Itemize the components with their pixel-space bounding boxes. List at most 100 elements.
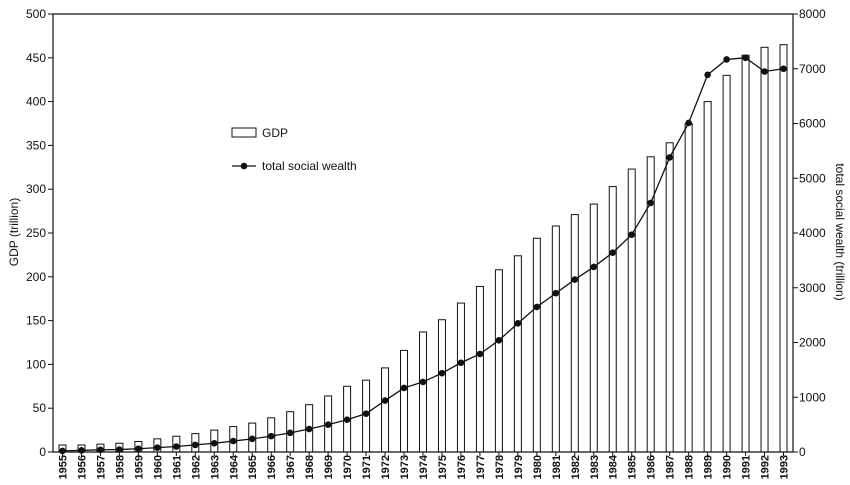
y-tick-label-left: 500 — [26, 7, 46, 21]
gdp-bar — [437, 319, 446, 453]
gdp-bar — [665, 142, 674, 453]
x-tick-label: 1979 — [513, 455, 525, 479]
x-tick-label: 1978 — [494, 455, 506, 479]
gdp-bar — [779, 44, 788, 453]
wealth-point — [552, 289, 560, 297]
x-tick-label: 1974 — [418, 454, 430, 479]
x-tick-label: 1980 — [532, 455, 544, 479]
wealth-point — [457, 359, 465, 367]
wealth-point — [628, 231, 636, 238]
legend-gdp-label: GDP — [262, 126, 288, 140]
wealth-point — [154, 444, 161, 451]
gdp-bar — [589, 203, 598, 453]
y-tick-label-right: 6000 — [799, 117, 826, 131]
y-tick-label-right: 0 — [799, 445, 806, 459]
axes: 0501001502002503003504004505000100020003… — [26, 7, 826, 479]
gdp-bar — [475, 285, 484, 453]
wealth-point — [438, 369, 446, 377]
y-axis-label-right: total social wealth (trillion) — [833, 163, 847, 300]
x-tick-label: 1972 — [380, 455, 392, 479]
wealth-point — [514, 320, 522, 327]
x-tick-label: 1969 — [323, 455, 335, 479]
x-tick-label: 1961 — [171, 455, 183, 479]
wealth-point — [305, 425, 313, 433]
x-tick-label: 1976 — [456, 455, 468, 479]
wealth-point — [362, 410, 370, 417]
wealth-point — [229, 437, 237, 445]
wealth-point — [324, 421, 332, 428]
wealth-point — [116, 446, 123, 453]
wealth-point — [723, 56, 730, 63]
y-tick-label-left: 350 — [26, 138, 46, 152]
gdp-bar — [684, 123, 693, 453]
y-axis-label-left: GDP (trillion) — [7, 198, 21, 266]
gdp-bar — [760, 46, 769, 453]
wealth-point — [761, 68, 768, 75]
x-tick-label: 1957 — [95, 455, 107, 479]
x-tick-label: 1959 — [133, 455, 145, 479]
x-tick-label: 1990 — [722, 455, 734, 479]
wealth-point — [533, 303, 541, 311]
x-tick-label: 1956 — [76, 455, 88, 479]
wealth-point — [476, 350, 484, 358]
gdp-bar — [419, 331, 427, 453]
y-tick-label-left: 200 — [26, 270, 46, 284]
y-tick-label-right: 7000 — [799, 62, 826, 76]
x-tick-label: 1993 — [779, 455, 791, 479]
wealth-point — [647, 199, 654, 207]
wealth-point — [248, 435, 256, 443]
legend-gdp-swatch — [231, 127, 257, 138]
x-tick-label: 1988 — [684, 455, 696, 479]
wealth-point — [666, 154, 673, 161]
x-tick-label: 1975 — [437, 455, 449, 479]
x-tick-label: 1992 — [760, 455, 772, 479]
wealth-point — [343, 416, 351, 423]
wealth-point — [286, 429, 294, 437]
x-tick-label: 1987 — [665, 455, 677, 479]
x-tick-label: 1981 — [551, 455, 563, 479]
x-tick-label: 1977 — [475, 455, 487, 479]
gdp-bar — [570, 214, 579, 453]
x-tick-label: 1970 — [342, 455, 354, 479]
wealth-point — [135, 445, 142, 453]
y-tick-label-left: 150 — [26, 314, 46, 328]
x-tick-label: 1964 — [228, 454, 240, 479]
gdp-bar — [703, 101, 712, 453]
wealth-point — [419, 378, 427, 386]
legend: GDP total social wealth — [231, 126, 357, 173]
gdp-bar — [627, 168, 636, 453]
y-tick-label-left: 0 — [39, 445, 46, 459]
x-tick-label: 1958 — [114, 455, 126, 479]
wealth-point — [210, 439, 218, 447]
gdp-bar — [608, 186, 617, 453]
y-tick-label-right: 8000 — [799, 7, 826, 21]
wealth-point — [571, 276, 579, 283]
x-tick-label: 1989 — [703, 455, 715, 479]
gdp-bar — [532, 237, 541, 453]
gdp-bar — [741, 54, 750, 453]
x-tick-label: 1967 — [285, 455, 297, 479]
x-tick-label: 1985 — [627, 455, 639, 479]
x-tick-label: 1960 — [152, 455, 164, 479]
x-tick-label: 1973 — [399, 455, 411, 479]
gdp-bar — [722, 74, 731, 453]
x-tick-label: 1971 — [361, 455, 373, 479]
wealth-point — [742, 54, 749, 62]
wealth-point — [173, 443, 180, 450]
x-tick-label: 1983 — [589, 455, 601, 479]
y-tick-label-right: 4000 — [799, 226, 826, 240]
legend-wealth-label: total social wealth — [262, 159, 357, 173]
x-tick-label: 1965 — [247, 455, 259, 479]
wealth-point — [495, 337, 503, 344]
gdp-bar — [494, 269, 503, 453]
x-tick-label: 1962 — [190, 455, 202, 479]
x-tick-label: 1968 — [304, 455, 316, 479]
wealth-point — [609, 249, 617, 257]
y-tick-label-right: 2000 — [799, 336, 826, 350]
wealth-line — [59, 54, 787, 455]
gdp-bars — [58, 44, 788, 453]
y-tick-label-left: 400 — [26, 95, 46, 109]
wealth-point — [685, 119, 692, 127]
wealth-point — [267, 432, 275, 440]
